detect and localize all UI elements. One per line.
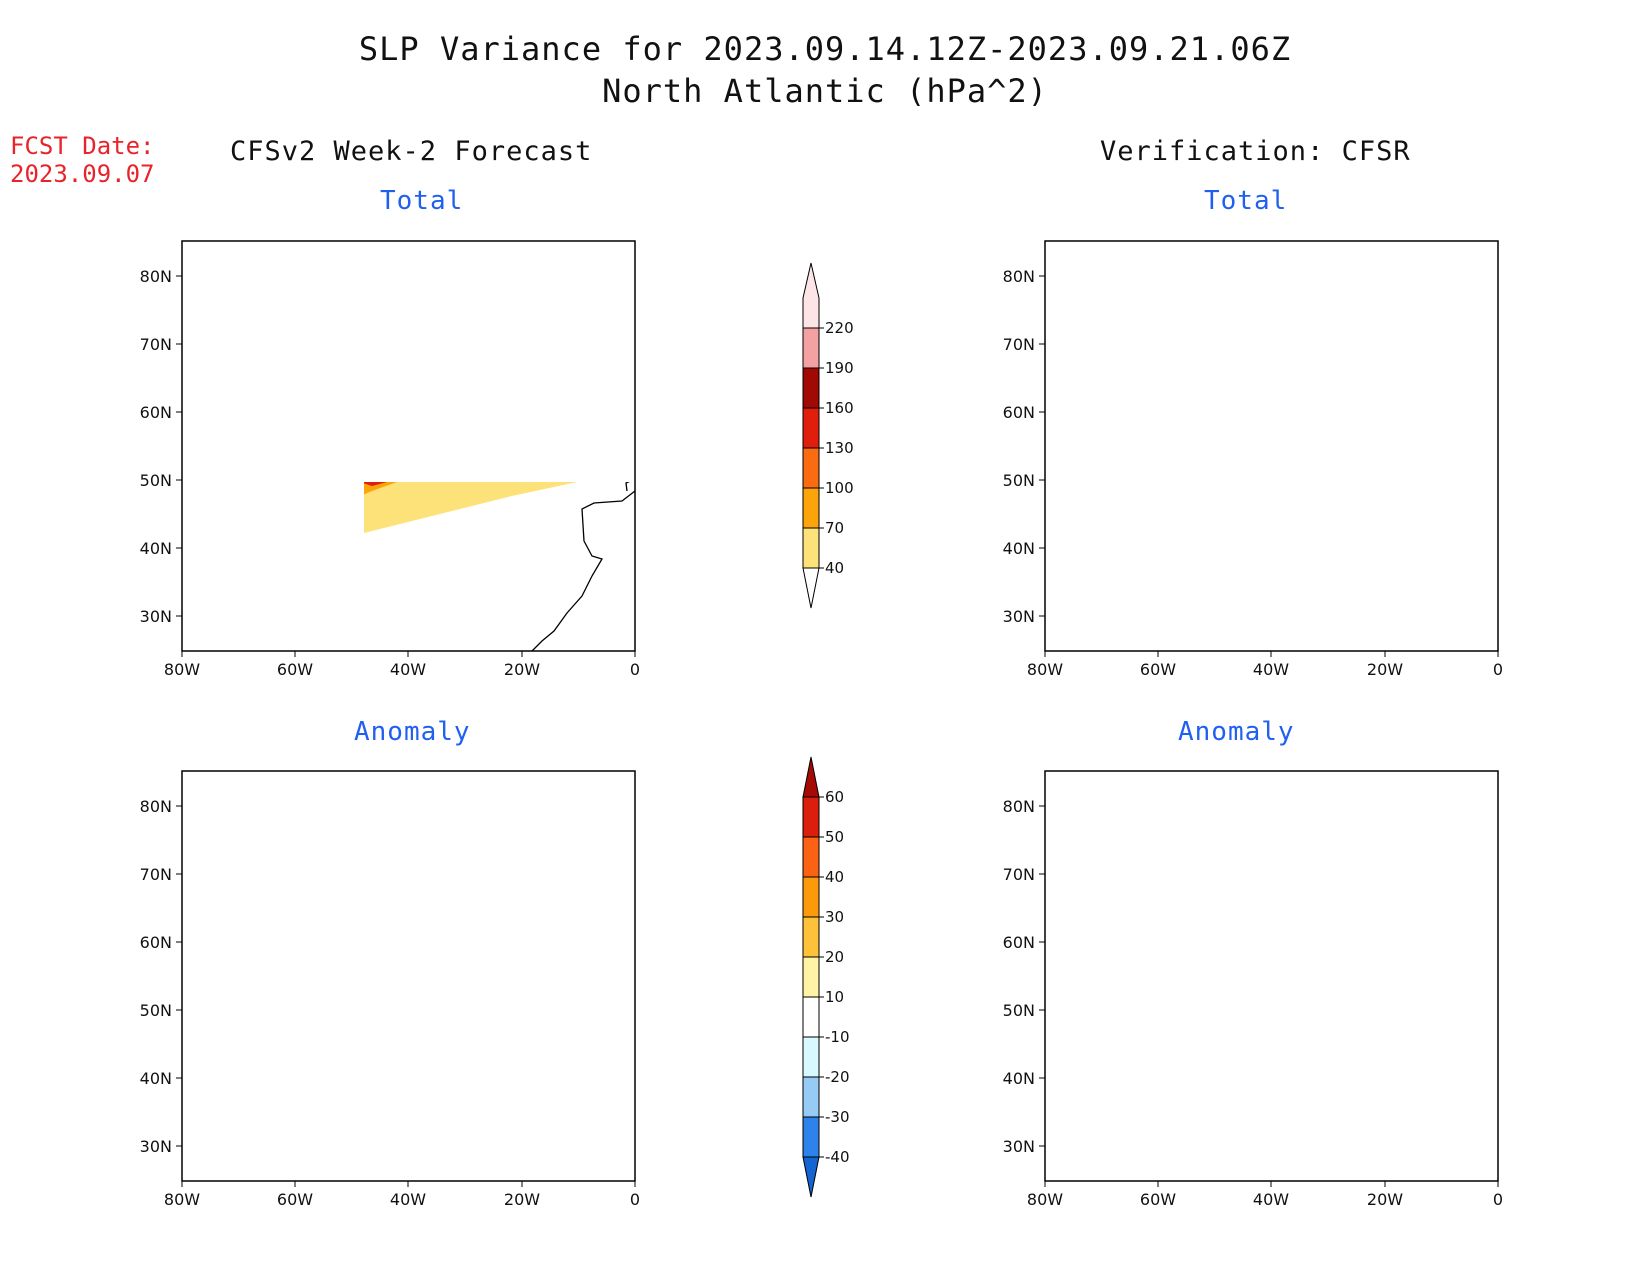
panel-title-forecast-anomaly: Anomaly [354,717,471,747]
lon-tick-label: 80W [1027,1190,1063,1209]
colorbar-total-swatch [802,407,820,449]
lat-tick-label: 40N [1003,1069,1035,1088]
colorbar-anomaly: -40 -30 -20 -10 10 20 30 40 50 60 [802,756,850,1198]
chart-title-line1: SLP Variance for 2023.09.14.12Z-2023.09.… [358,30,1292,68]
chart-title-line2: North Atlantic (hPa^2) [602,72,1048,110]
lat-tick-label: 30N [1003,1137,1035,1156]
colorbar-total-swatch [802,447,820,489]
colorbar-total-swatch [802,527,820,569]
colorbar-total-lower-arrow [802,567,820,609]
colorbar-total-level-label: 100 [825,479,854,497]
colorbar-total-level-label: 130 [825,439,854,457]
lon-tick-label: 0 [630,1190,640,1209]
lat-tick-label: 50N [1003,471,1035,490]
lat-tick-label: 40N [140,539,172,558]
colorbar-total-swatch [802,487,820,529]
colorbar-anomaly-swatch [802,996,820,1038]
verification-column-title: Verification: CFSR [1100,136,1411,167]
lat-tick-label: 70N [1003,335,1035,354]
lat-tick-label: 50N [140,1001,172,1020]
colorbar-anomaly-swatch [802,1116,820,1158]
lon-tick-label: 80W [1027,660,1063,679]
lon-tick-label: 40W [390,1190,426,1209]
colorbar-anomaly-swatch [802,796,820,838]
map-panel-verification-anomaly [1044,770,1499,1182]
lon-tick-label: 40W [1253,660,1289,679]
lon-tick-label: 60W [277,660,313,679]
colorbar-total-level-label: 190 [825,359,854,377]
colorbar-anomaly-level-label: 50 [825,828,844,846]
colorbar-total-level-label: 160 [825,399,854,417]
lon-tick-label: 20W [1367,1190,1403,1209]
colorbar-total: 40 70 100 130 160 190 220 [802,262,854,609]
forecast-column-title: CFSv2 Week-2 Forecast [230,136,593,167]
map-panel-forecast-anomaly [181,770,636,1182]
lat-tick-label: 50N [140,471,172,490]
lat-tick-label: 80N [140,267,172,286]
lon-tick-label: 60W [1140,1190,1176,1209]
lon-tick-label: 0 [1493,660,1503,679]
colorbar-total-swatch [802,327,820,369]
lat-tick-label: 40N [1003,539,1035,558]
fcst-date-label: FCST Date: [10,132,155,160]
colorbar-anomaly-level-label: 40 [825,868,844,886]
lon-tick-label: 60W [277,1190,313,1209]
colorbar-anomaly-level-label: -30 [825,1108,850,1126]
map-panel-forecast-total [181,240,636,652]
lon-tick-label: 60W [1140,660,1176,679]
colorbar-total-swatch [802,262,820,329]
colorbar-anomaly-level-label: -40 [825,1148,850,1166]
panel-title-verification-total: Total [1204,186,1288,216]
lon-tick-label: 80W [164,660,200,679]
colorbar-total-level-label: 70 [825,519,844,537]
lon-tick-label: 0 [1493,1190,1503,1209]
lon-tick-label: 0 [630,660,640,679]
colorbar-anomaly-level-label: 10 [825,988,844,1006]
colorbar-anomaly-swatch [802,876,820,918]
colorbar-anomaly-swatch [802,916,820,958]
colorbar-anomaly-level-label: 30 [825,908,844,926]
lat-tick-label: 30N [140,607,172,626]
lat-tick-label: 60N [1003,933,1035,952]
lat-tick-label: 30N [140,1137,172,1156]
colorbar-anomaly-level-label: 20 [825,948,844,966]
lat-tick-label: 80N [1003,797,1035,816]
lat-tick-label: 70N [140,335,172,354]
panel-title-forecast-total: Total [380,186,464,216]
lon-tick-label: 20W [1367,660,1403,679]
colorbar-anomaly-swatch [802,1036,820,1078]
lat-tick-label: 80N [140,797,172,816]
fcst-date-value: 2023.09.07 [10,160,155,188]
lon-tick-label: 20W [504,660,540,679]
colorbar-anomaly-swatch [802,956,820,998]
lon-tick-label: 40W [1253,1190,1289,1209]
colorbar-anomaly-swatch [802,836,820,878]
colorbar-total-swatch [802,367,820,409]
colorbar-anomaly-upper-arrow [802,756,820,798]
lat-tick-label: 60N [140,933,172,952]
lat-tick-label: 70N [1003,865,1035,884]
lat-tick-label: 70N [140,865,172,884]
colorbar-total-level-label: 40 [825,559,844,577]
lat-tick-label: 60N [1003,403,1035,422]
colorbar-anomaly-swatch [802,1076,820,1118]
lon-tick-label: 20W [504,1190,540,1209]
panel-title-verification-anomaly: Anomaly [1178,717,1295,747]
lat-tick-label: 80N [1003,267,1035,286]
lat-tick-label: 30N [1003,607,1035,626]
colorbar-total-level-label: 220 [825,319,854,337]
map-panel-verification-total [1044,240,1499,652]
lat-tick-label: 40N [140,1069,172,1088]
colorbar-anomaly-level-label: -10 [825,1028,850,1046]
colorbar-anomaly-level-label: -20 [825,1068,850,1086]
colorbar-anomaly-level-label: 60 [825,788,844,806]
lat-tick-label: 50N [1003,1001,1035,1020]
lon-tick-label: 40W [390,660,426,679]
lon-tick-label: 80W [164,1190,200,1209]
lat-tick-label: 60N [140,403,172,422]
colorbar-anomaly-lower-arrow [802,1156,820,1198]
